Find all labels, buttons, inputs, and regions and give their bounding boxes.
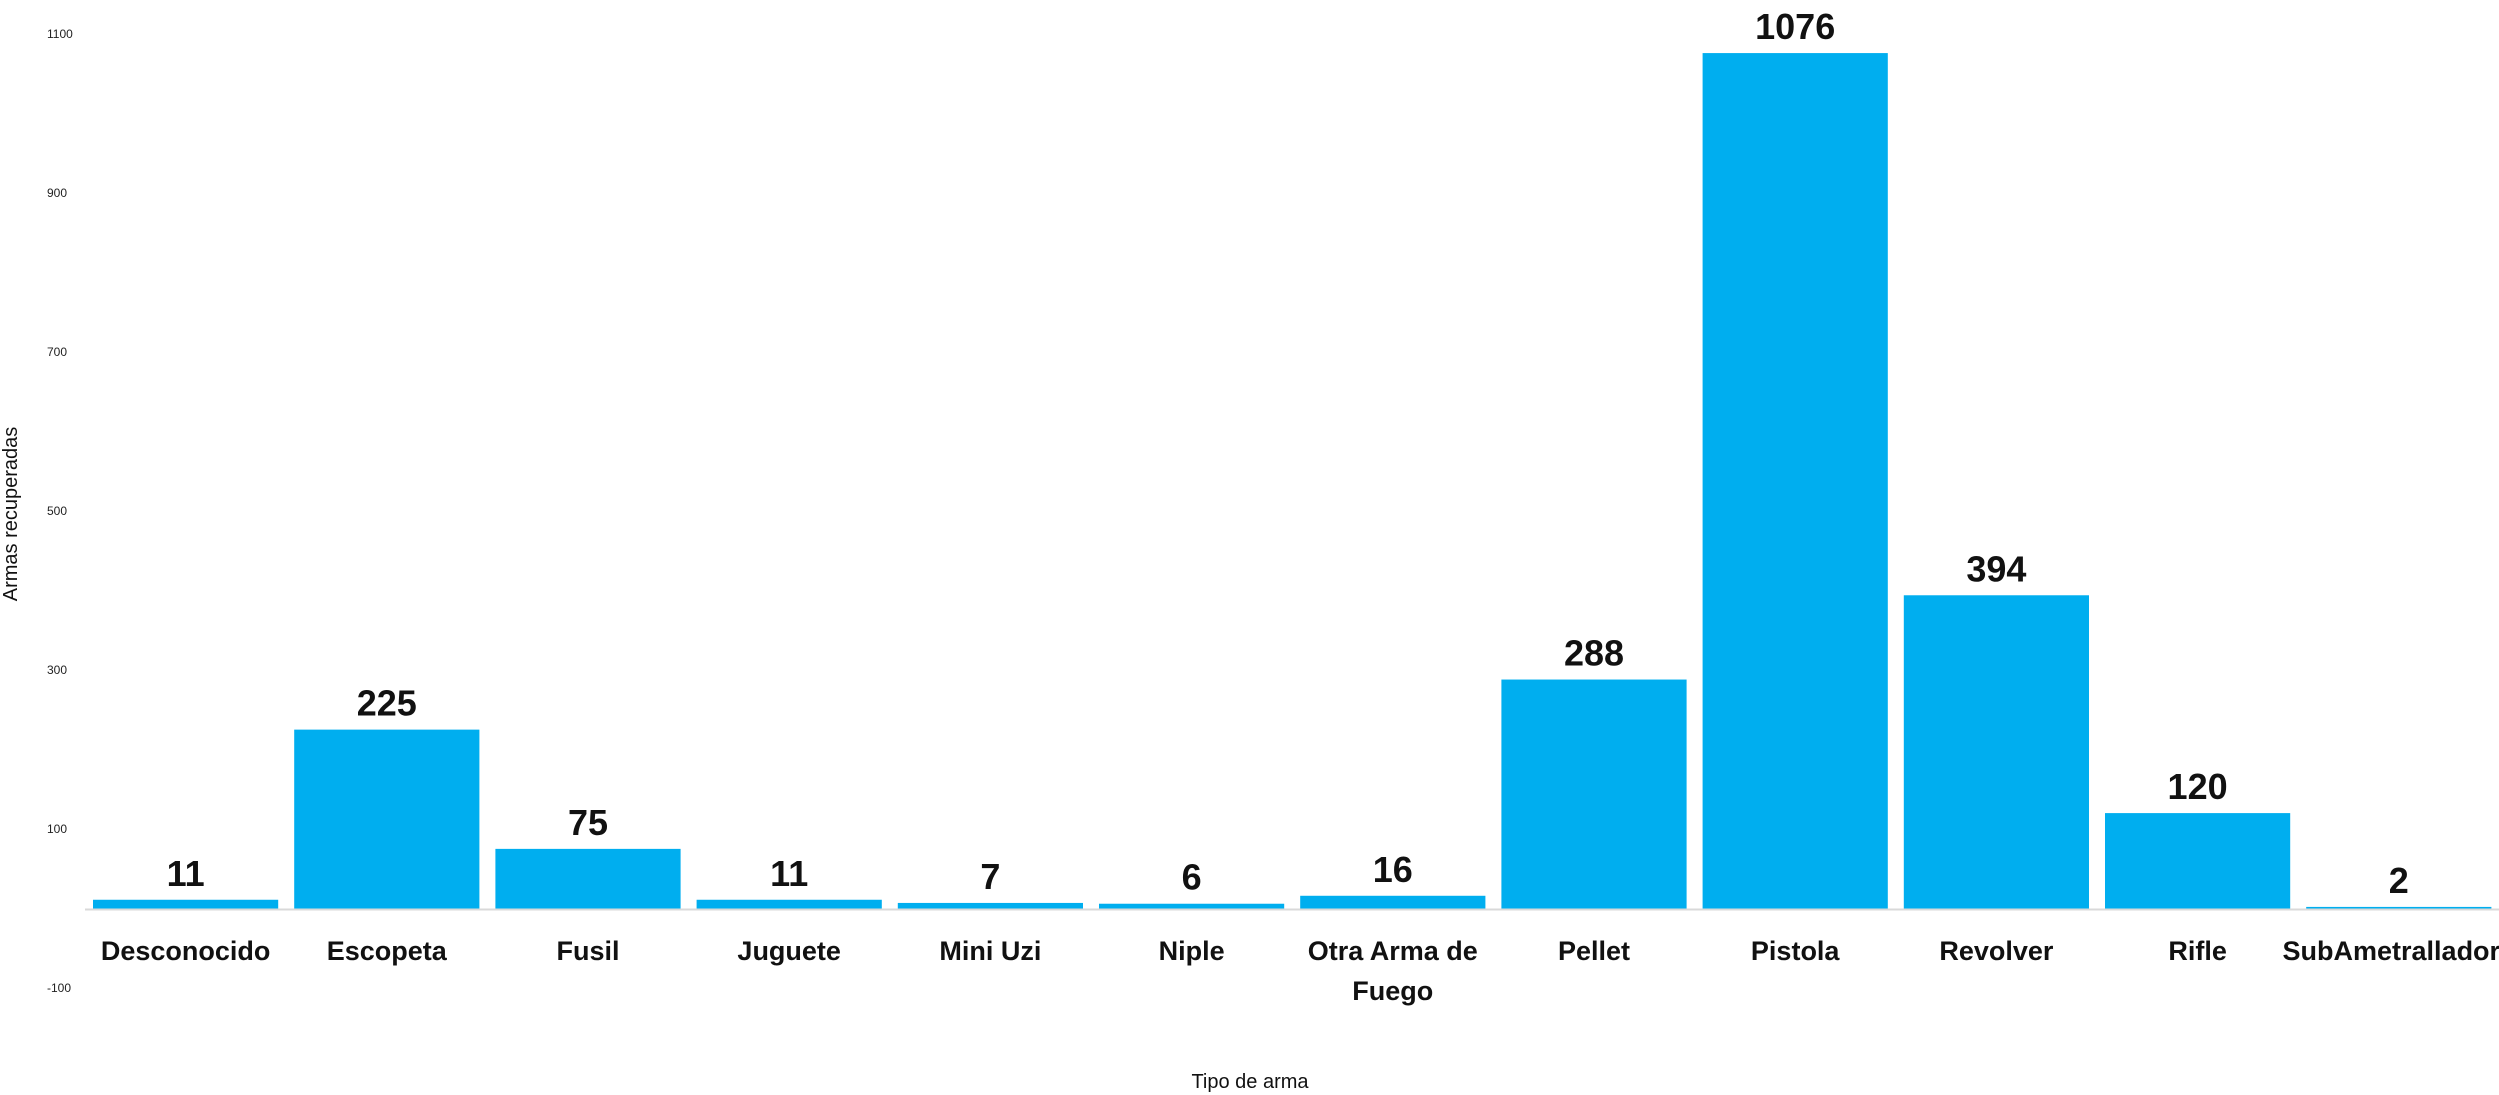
y-tick-label: 900	[47, 186, 67, 200]
data-label: 11	[167, 853, 205, 894]
bar	[1903, 595, 2089, 909]
category-label: Revolver	[1939, 936, 2054, 966]
bar	[495, 848, 681, 909]
bar	[1702, 53, 1888, 909]
y-tick-label: 1100	[47, 27, 73, 41]
bar	[897, 902, 1083, 909]
bar	[1501, 679, 1687, 909]
y-axis-ticks: 1100 900 700 500 300 100 -100	[47, 27, 73, 995]
bar	[2306, 906, 2492, 909]
bar	[294, 729, 480, 909]
data-labels: 11 225 75 11 7 6 16 288 1076 394 120 2	[167, 6, 2409, 901]
data-label: 1076	[1755, 6, 1835, 47]
category-label: Desconocido	[101, 936, 271, 966]
data-label: 11	[770, 853, 808, 894]
bar	[93, 899, 279, 909]
data-label: 225	[357, 683, 417, 724]
y-tick-label: 500	[47, 504, 67, 518]
y-tick-label: 100	[47, 822, 67, 836]
x-axis-title: Tipo de arma	[1191, 1071, 1309, 1093]
bar	[696, 899, 882, 909]
data-label: 16	[1373, 849, 1413, 890]
data-label: 120	[2168, 766, 2228, 807]
data-label: 75	[568, 802, 608, 843]
category-label: Rifle	[2168, 936, 2227, 966]
data-label: 6	[1182, 857, 1202, 898]
category-label: Mini Uzi	[939, 936, 1041, 966]
category-label: Escopeta	[327, 936, 448, 966]
data-label: 2	[2389, 860, 2409, 901]
category-label: Otra Arma de Fuego	[1308, 936, 1478, 1006]
y-axis-title: Armas recuperadas	[0, 427, 22, 602]
bar	[2105, 813, 2291, 909]
data-label: 288	[1564, 633, 1624, 674]
category-label: Fusil	[556, 936, 619, 966]
data-label: 7	[980, 856, 1000, 897]
y-tick-label: -100	[47, 981, 71, 995]
bar	[1099, 903, 1285, 909]
bar	[1300, 895, 1486, 909]
y-tick-label: 700	[47, 345, 67, 359]
data-label: 394	[1966, 548, 2026, 589]
bars	[85, 53, 2499, 911]
category-label: Pistola	[1751, 936, 1841, 966]
category-label: SubAmetralladora	[2283, 936, 2499, 966]
category-label: Niple	[1159, 936, 1225, 966]
y-tick-label: 300	[47, 663, 67, 677]
category-labels: Desconocido Escopeta Fusil Juguete Mini Uzi N…	[101, 936, 2499, 1006]
category-label: Pellet	[1558, 936, 1630, 966]
category-label: Juguete	[737, 936, 841, 966]
